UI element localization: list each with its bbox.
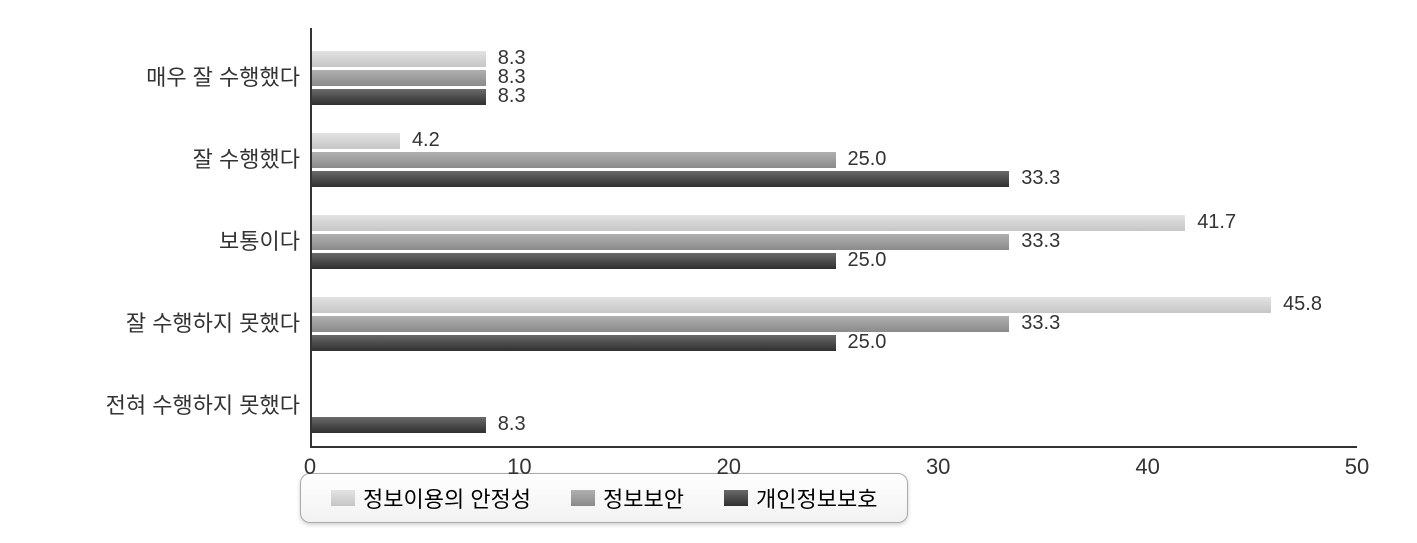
- bar: [312, 215, 1185, 231]
- legend-swatch: [331, 490, 355, 506]
- bar: [312, 253, 836, 269]
- x-tick-label: 0: [304, 454, 316, 480]
- bar: [312, 51, 486, 67]
- legend-label: 개인정보보호: [756, 482, 877, 514]
- x-tick-label: 50: [1345, 454, 1369, 480]
- bar: [312, 234, 1009, 250]
- bar: [312, 89, 486, 105]
- bar: [312, 297, 1271, 313]
- x-tick-label: 30: [926, 454, 950, 480]
- bar: [312, 335, 836, 351]
- category-label: 잘 수행했다: [20, 149, 300, 171]
- legend-label: 정보보안: [603, 482, 684, 514]
- legend-item: 개인정보보호: [724, 482, 877, 514]
- legend-item: 정보보안: [571, 482, 684, 514]
- x-tick-label: 40: [1135, 454, 1159, 480]
- bar: [312, 133, 400, 149]
- bar-value-label: 8.3: [498, 50, 526, 66]
- bar: [312, 316, 1009, 332]
- bar: [312, 70, 486, 86]
- legend-swatch: [724, 490, 748, 506]
- x-tick-label: 20: [717, 454, 741, 480]
- bar-value-label: 25.0: [848, 334, 887, 350]
- bar-value-label: 33.3: [1021, 315, 1060, 331]
- legend-item: 정보이용의 안정성: [331, 482, 531, 514]
- bar-value-label: 25.0: [848, 151, 887, 167]
- bar-value-label: 25.0: [848, 252, 887, 268]
- category-label: 보통이다: [20, 231, 300, 253]
- chart-container: 8.3 8.3 8.3 4.2 25.0 33.3 41.7 33.3 25.0 45.8 33.3…: [20, 20, 1397, 523]
- bar-value-label: 45.8: [1283, 296, 1322, 312]
- bar-value-label: 8.3: [498, 69, 526, 85]
- plot-area: 8.3 8.3 8.3 4.2 25.0 33.3 41.7 33.3 25.0 45.8 33.3…: [310, 28, 1357, 448]
- bar: [312, 152, 836, 168]
- bar-value-label: 8.3: [498, 416, 526, 432]
- x-tick-label: 10: [507, 454, 531, 480]
- bar-value-label: 41.7: [1197, 214, 1236, 230]
- bar-value-label: 4.2: [412, 132, 440, 148]
- legend-swatch: [571, 490, 595, 506]
- bar-value-label: 8.3: [498, 88, 526, 104]
- bar-value-label: 33.3: [1021, 170, 1060, 186]
- category-label: 매우 잘 수행했다: [20, 67, 300, 89]
- category-label: 잘 수행하지 못했다: [20, 313, 300, 335]
- legend-label: 정보이용의 안정성: [363, 482, 531, 514]
- legend: 정보이용의 안정성 정보보안 개인정보보호: [300, 473, 908, 523]
- bar-value-label: 33.3: [1021, 233, 1060, 249]
- category-label: 전혀 수행하지 못했다: [20, 395, 300, 417]
- bar: [312, 171, 1009, 187]
- bar: [312, 417, 486, 433]
